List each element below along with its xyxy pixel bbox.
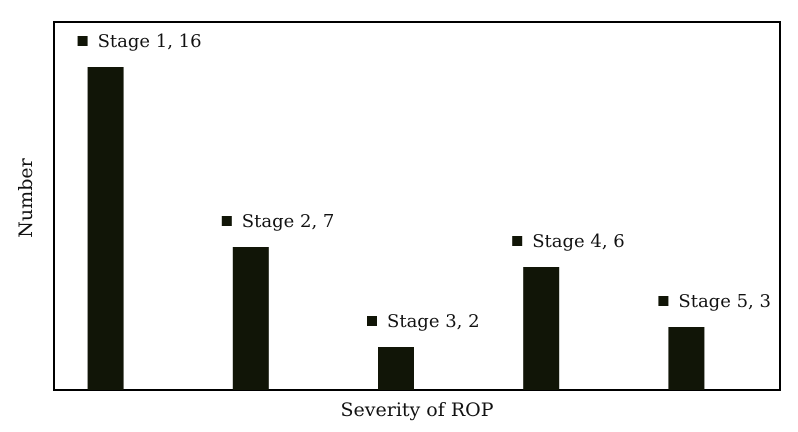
data-label-marker-stage-1 bbox=[77, 36, 88, 46]
bar-stage-4 bbox=[523, 267, 560, 390]
data-labels-group: Stage 1, 16 Stage 2, 7 Stage 3, 2 Stage 4, … bbox=[77, 31, 771, 332]
data-label-marker-stage-2 bbox=[221, 216, 232, 226]
bar-stage-5 bbox=[668, 327, 705, 390]
data-label-stage-4: Stage 4, 6 bbox=[532, 231, 625, 252]
data-label-stage-3: Stage 3, 2 bbox=[387, 311, 480, 332]
y-axis-label: Number bbox=[15, 157, 37, 237]
x-axis-label: Severity of ROP bbox=[341, 399, 494, 421]
data-label-marker-stage-4 bbox=[512, 236, 523, 246]
bar-stage-1 bbox=[87, 67, 124, 390]
data-label-marker-stage-3 bbox=[367, 316, 377, 326]
bars-group bbox=[87, 67, 705, 390]
data-label-stage-5: Stage 5, 3 bbox=[678, 291, 771, 312]
data-label-marker-stage-5 bbox=[658, 296, 669, 306]
plot-frame bbox=[53, 21, 781, 391]
data-label-stage-1: Stage 1, 16 bbox=[98, 31, 202, 52]
bar-stage-3 bbox=[378, 347, 414, 390]
bar-stage-2 bbox=[232, 247, 269, 390]
data-label-stage-2: Stage 2, 7 bbox=[242, 211, 335, 232]
